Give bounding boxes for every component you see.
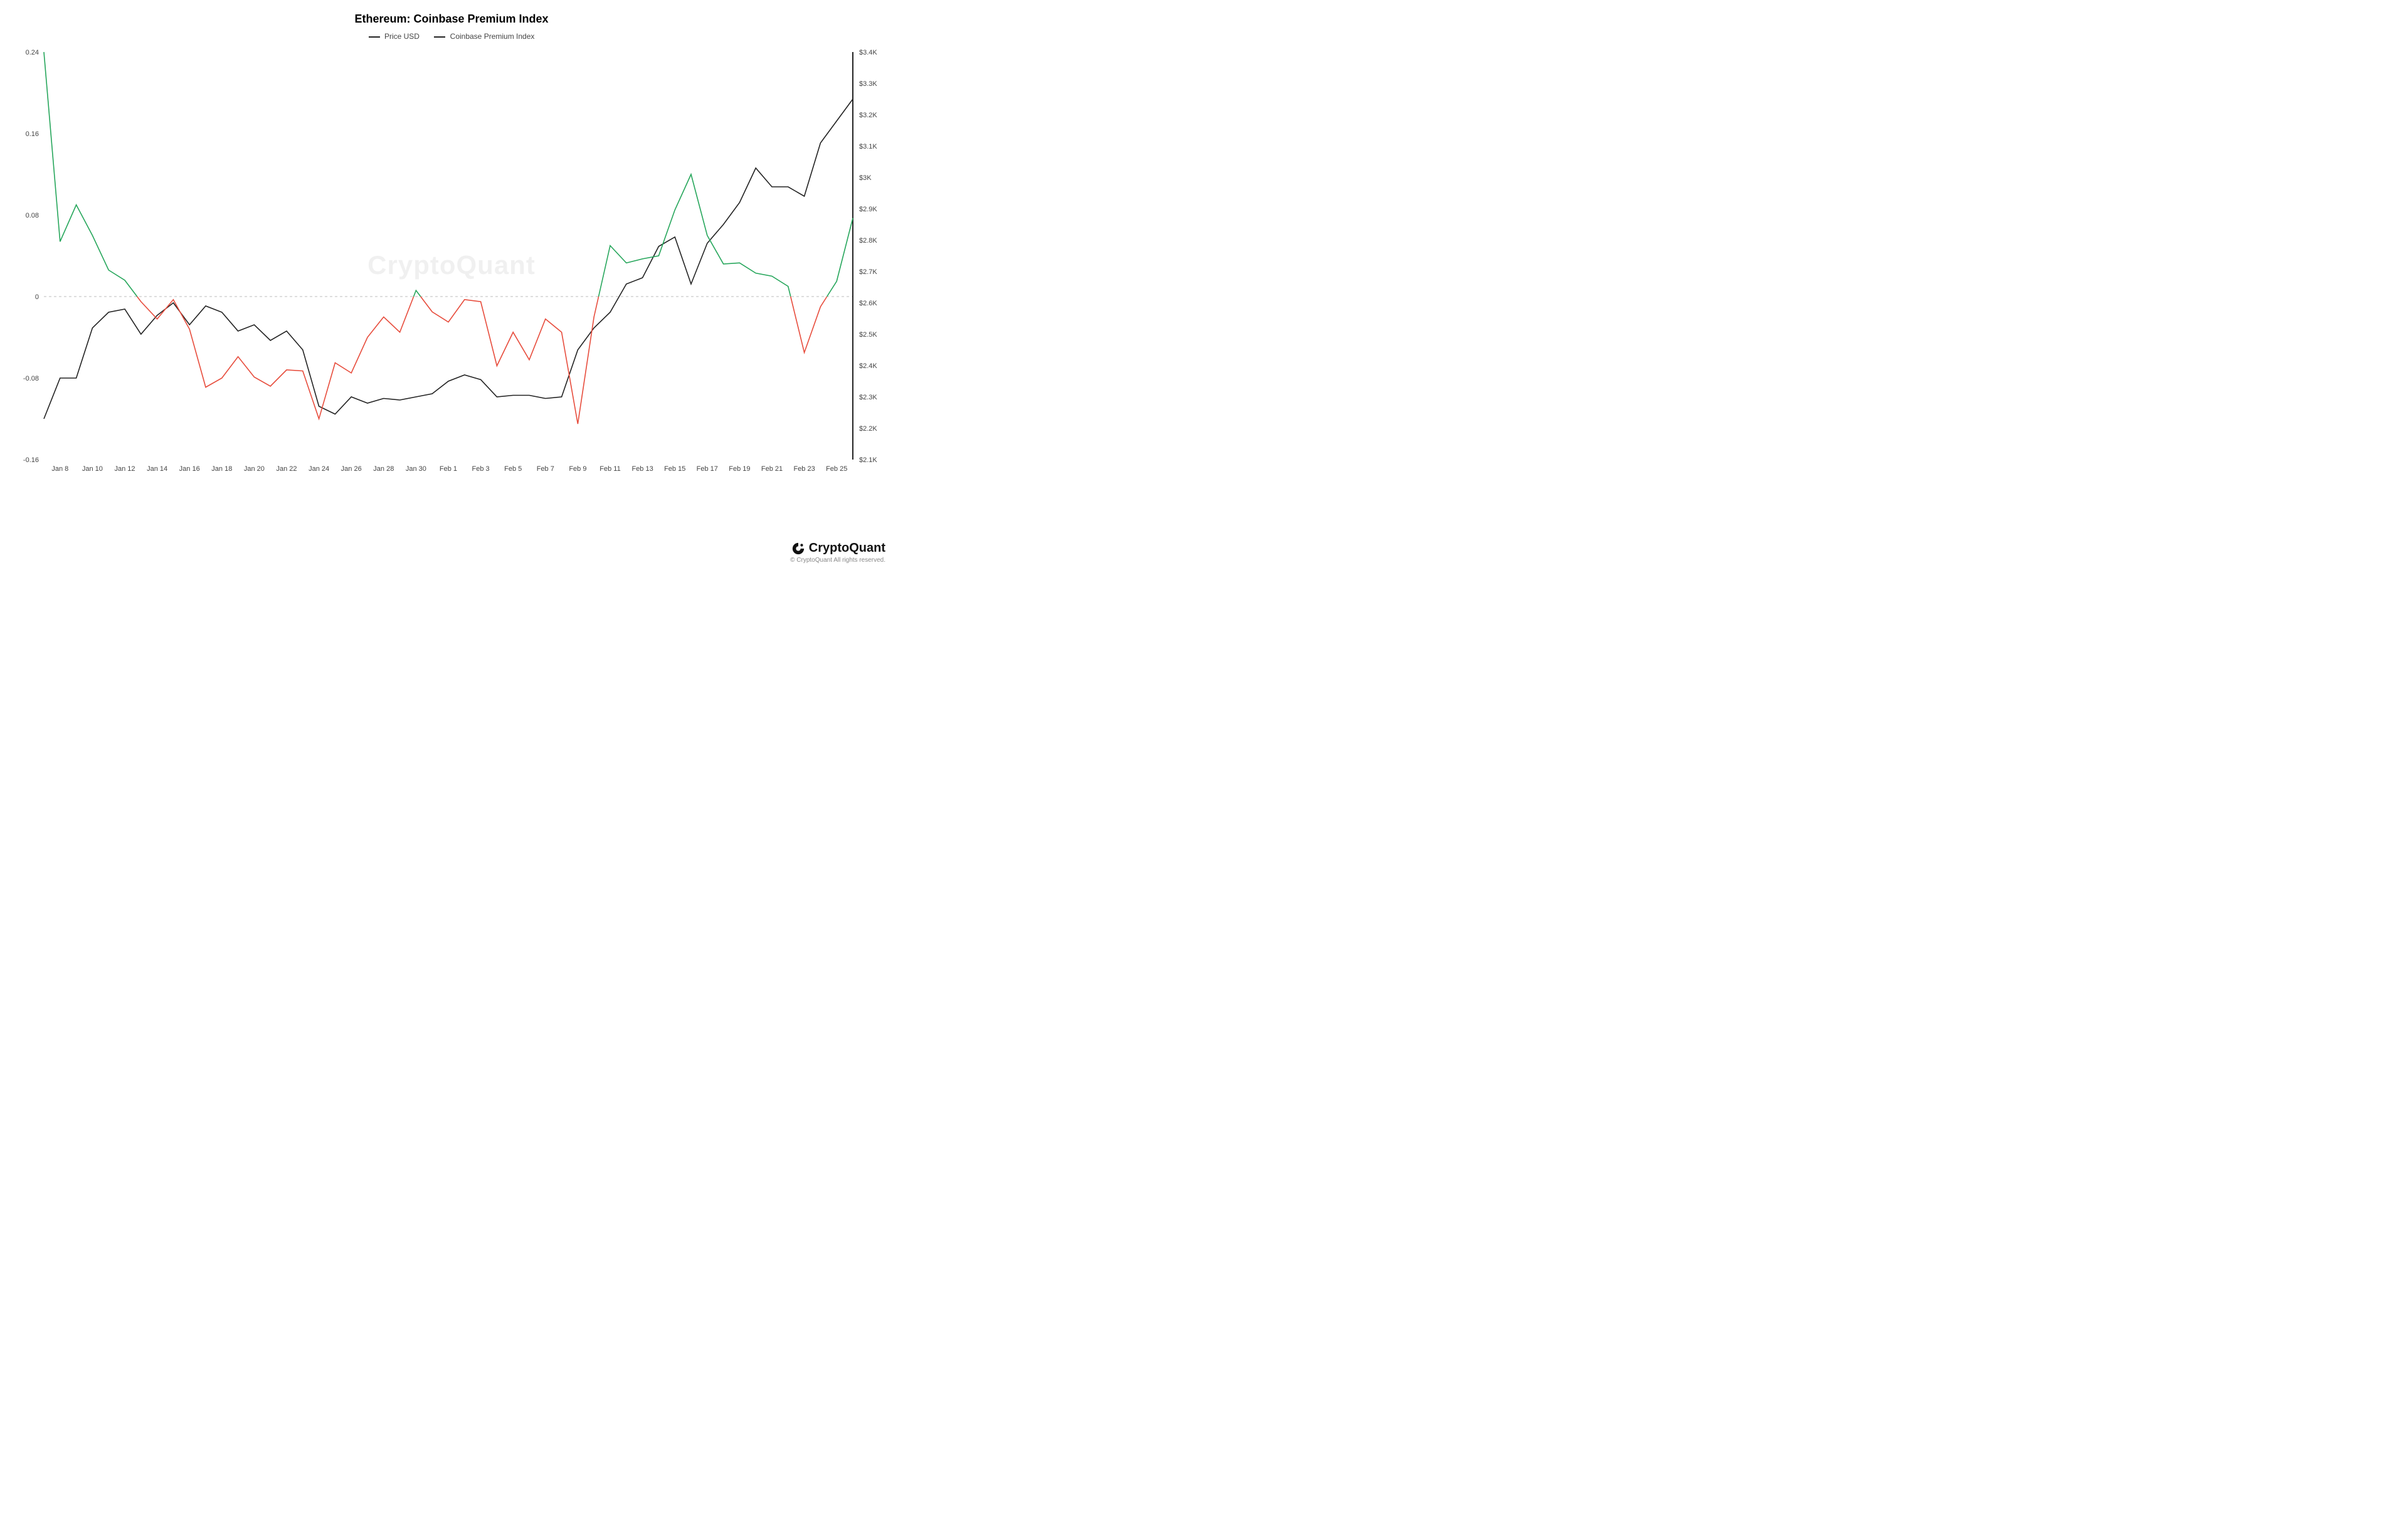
x-tick: Feb 9	[569, 465, 586, 473]
x-tick: Feb 11	[599, 465, 620, 473]
legend-swatch-price	[369, 36, 380, 38]
y-right-tick: $3.1K	[859, 143, 877, 150]
x-tick: Feb 1	[440, 465, 457, 473]
x-tick: Jan 8	[51, 465, 68, 473]
chart-title: Ethereum: Coinbase Premium Index	[0, 0, 903, 26]
x-tick: Jan 24	[309, 465, 329, 473]
y-right-tick: $2.4K	[859, 362, 877, 370]
x-tick: Feb 3	[472, 465, 490, 473]
x-tick: Feb 23	[793, 465, 815, 473]
x-tick: Feb 19	[729, 465, 750, 473]
x-tick: Feb 21	[761, 465, 783, 473]
y-right-tick: $2.5K	[859, 331, 877, 339]
series-index-segment	[599, 174, 791, 297]
y-left-tick: 0.08	[26, 212, 39, 219]
y-right-tick: $3K	[859, 174, 872, 182]
x-tick: Jan 12	[114, 465, 135, 473]
y-right-tick: $2.7K	[859, 268, 877, 276]
y-right-tick: $2.3K	[859, 394, 877, 401]
x-tick: Feb 17	[697, 465, 718, 473]
legend-label-index: Coinbase Premium Index	[450, 32, 535, 41]
legend-item-price: Price USD	[369, 32, 420, 41]
series-index-segment	[44, 52, 137, 297]
x-tick: Jan 28	[373, 465, 394, 473]
x-tick: Feb 25	[826, 465, 847, 473]
x-tick: Feb 13	[631, 465, 653, 473]
brand: CryptoQuant	[790, 541, 885, 555]
y-right-tick: $2.1K	[859, 456, 877, 464]
series-index-segment	[791, 297, 827, 352]
series-index-segment	[414, 290, 421, 297]
y-right-tick: $3.2K	[859, 112, 877, 119]
y-right-tick: $2.6K	[859, 300, 877, 307]
y-right-tick: $2.8K	[859, 237, 877, 245]
chart-area: CryptoQuant -0.16-0.0800.080.160.24$2.1K…	[13, 46, 890, 485]
x-tick: Jan 18	[211, 465, 232, 473]
y-right-tick: $3.4K	[859, 49, 877, 56]
x-tick: Jan 30	[406, 465, 426, 473]
series-index-segment	[137, 297, 414, 419]
x-tick: Jan 26	[341, 465, 362, 473]
copyright-text: © CryptoQuant All rights reserved.	[790, 557, 885, 564]
x-tick: Jan 14	[147, 465, 167, 473]
y-left-tick: -0.08	[23, 375, 39, 382]
legend: Price USD Coinbase Premium Index	[0, 32, 903, 41]
series-price	[44, 99, 853, 419]
x-tick: Feb 7	[537, 465, 554, 473]
x-tick: Feb 5	[504, 465, 522, 473]
y-left-tick: -0.16	[23, 456, 39, 464]
chart-svg: -0.16 -0.08 0 0.08 0.16 0.24 $2.1K $2.2K $2.3K $2…	[13, 46, 890, 485]
x-tick: Jan 10	[82, 465, 103, 473]
y-right-tick: $3.3K	[859, 80, 877, 88]
series-index-segment	[827, 218, 853, 297]
x-tick: Feb 15	[664, 465, 685, 473]
x-tick: Jan 20	[244, 465, 265, 473]
legend-item-index: Coinbase Premium Index	[434, 32, 534, 41]
legend-label-price: Price USD	[384, 32, 420, 41]
brand-logo-icon	[791, 542, 805, 555]
brand-text: CryptoQuant	[809, 541, 885, 555]
x-tick: Jan 22	[276, 465, 297, 473]
legend-swatch-index	[434, 36, 445, 38]
y-right-tick: $2.9K	[859, 206, 877, 213]
footer: CryptoQuant © CryptoQuant All rights res…	[790, 541, 885, 564]
y-left-tick: 0.24	[26, 49, 39, 56]
y-left-tick: 0.16	[26, 130, 39, 138]
series-index-segment	[421, 297, 599, 424]
y-right-tick: $2.2K	[859, 425, 877, 433]
x-tick: Jan 16	[179, 465, 200, 473]
y-left-tick: 0	[35, 293, 39, 301]
